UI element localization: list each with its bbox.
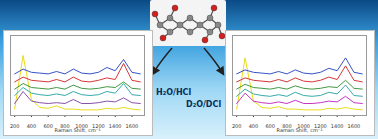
svg-text:Raman Shift, cm⁻¹: Raman Shift, cm⁻¹ bbox=[55, 127, 101, 133]
html-text:D₂O/DCl: D₂O/DCl bbox=[186, 100, 222, 109]
svg-text:200: 200 bbox=[232, 123, 242, 129]
svg-text:Raman Shift, cm⁻¹: Raman Shift, cm⁻¹ bbox=[277, 127, 323, 133]
svg-text:200: 200 bbox=[10, 123, 20, 129]
svg-text:400: 400 bbox=[27, 123, 37, 129]
svg-text:600: 600 bbox=[265, 123, 275, 129]
html-text:H₂O/HCl: H₂O/HCl bbox=[156, 88, 192, 97]
svg-text:600: 600 bbox=[43, 123, 53, 129]
svg-text:1600: 1600 bbox=[126, 123, 139, 129]
svg-text:1400: 1400 bbox=[109, 123, 122, 129]
svg-text:400: 400 bbox=[249, 123, 259, 129]
svg-text:1400: 1400 bbox=[331, 123, 344, 129]
svg-text:1600: 1600 bbox=[348, 123, 361, 129]
